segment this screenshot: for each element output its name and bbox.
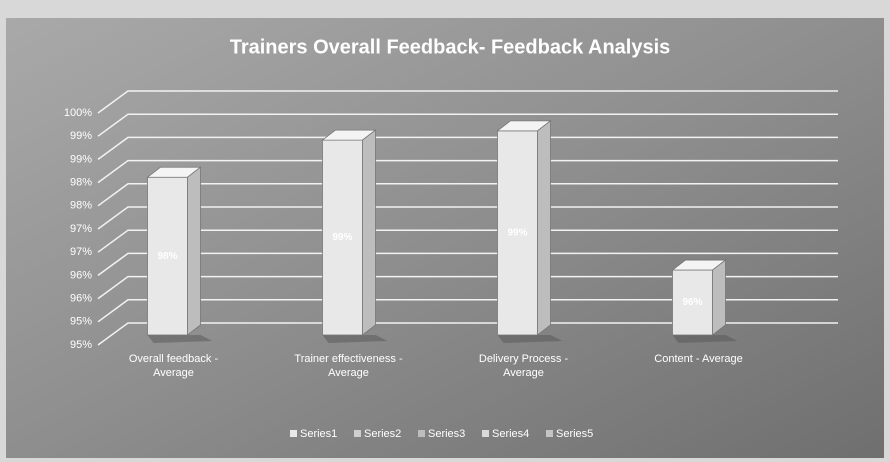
y-tick-label: 100% [64, 107, 92, 119]
bar-shadow [147, 335, 213, 343]
y-tick-label: 97% [70, 223, 92, 235]
y-tick-label: 96% [70, 269, 92, 281]
x-tick-label: Delivery Process - Average [478, 353, 569, 379]
y-tick-label: 96% [70, 293, 92, 305]
bar-shadow [497, 335, 563, 343]
data-label: 96% [682, 297, 702, 308]
x-tick-label: Overall feedback - Average [128, 353, 219, 379]
data-label: 99% [507, 228, 527, 239]
grid-line [97, 322, 838, 346]
y-tick-label: 99% [70, 153, 92, 165]
y-tick-label: 99% [70, 130, 92, 142]
grid-line [97, 206, 838, 230]
x-tick-label: Content - Average [654, 353, 743, 365]
legend-swatch [546, 430, 553, 437]
y-tick-label: 98% [70, 177, 92, 189]
legend-swatch [354, 430, 361, 437]
bar-shadow [672, 335, 738, 343]
y-tick-label: 95% [70, 316, 92, 328]
bar-side [712, 259, 726, 336]
legend-label: Series1 [300, 428, 337, 440]
legend-swatch [482, 430, 489, 437]
chart-background [6, 18, 884, 458]
grid-line [97, 299, 838, 323]
legend-swatch [418, 430, 425, 437]
bar-shadow [322, 335, 388, 343]
grid-line [97, 136, 838, 161]
legend-swatch [290, 430, 297, 437]
data-label: 99% [332, 232, 352, 243]
x-tick-label: Trainer effectiveness - Average [294, 353, 403, 379]
bar-side [187, 166, 201, 336]
grid-line [97, 90, 838, 114]
y-tick-label: 95% [70, 339, 92, 351]
bar-side [362, 129, 376, 336]
grid-line [97, 113, 838, 137]
bar [322, 139, 363, 336]
bar [672, 269, 713, 336]
legend-label: Series3 [428, 428, 465, 440]
bar [147, 176, 188, 336]
data-label: 98% [157, 251, 177, 262]
bar-side [537, 120, 551, 336]
legend-label: Series2 [364, 428, 401, 440]
grid-line [97, 252, 838, 277]
y-tick-label: 98% [70, 200, 92, 212]
grid-line [97, 275, 838, 300]
y-tick-label: 97% [70, 246, 92, 258]
grid-line [97, 159, 838, 184]
legend-label: Series5 [556, 428, 593, 440]
chart-title: Trainers Overall Feedback- Feedback Anal… [230, 36, 671, 58]
grid-line [97, 183, 838, 207]
legend-label: Series4 [492, 428, 529, 440]
grid-line [97, 229, 838, 253]
